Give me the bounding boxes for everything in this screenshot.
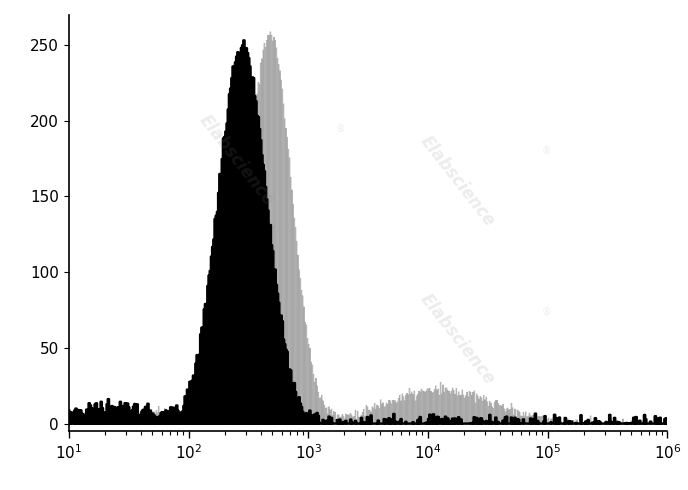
Text: Elabscience: Elabscience: [417, 132, 499, 230]
Text: ®: ®: [335, 124, 345, 134]
Text: Elabscience: Elabscience: [195, 112, 277, 209]
Text: ®: ®: [541, 308, 551, 318]
Text: Elabscience: Elabscience: [417, 291, 499, 389]
Text: ®: ®: [541, 147, 551, 156]
